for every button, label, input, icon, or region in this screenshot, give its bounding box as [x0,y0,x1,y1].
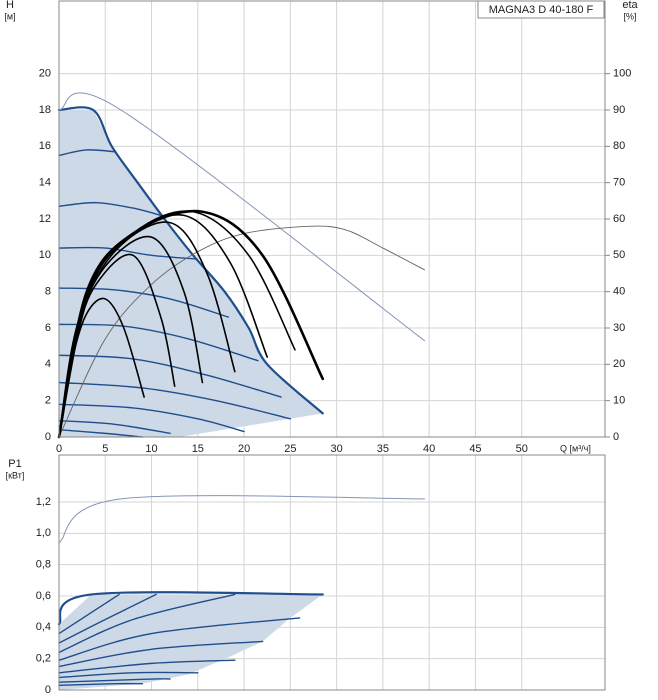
y2-tick-label: 80 [613,140,625,152]
curve [58,381,292,420]
x-tick-label: 45 [469,443,481,455]
y-tick-label: 18 [39,104,51,116]
curve [58,246,197,260]
y-tick-label: 6 [45,322,51,334]
y2-tick-label: 50 [613,249,625,261]
y-tick-label: 2 [45,395,51,407]
y-tick-label: 10 [39,249,51,261]
y-label: H [6,0,14,11]
y-tick-label: 1,0 [36,527,51,539]
y2-tick-label: 30 [613,322,625,334]
y2-label-unit: [%] [623,11,636,21]
area [59,110,323,437]
curve [58,593,120,635]
curve [57,209,325,439]
chart-title: MAGNA3 D 40-180 F [489,4,594,16]
plot-frame [58,0,606,438]
y-label-unit: [кВт] [6,470,25,480]
curve [58,221,236,438]
curve [58,149,117,157]
curve [58,429,143,438]
curve [58,671,199,679]
y-tick-label: 0 [45,431,51,443]
curve [58,682,143,686]
y2-tick-label: 90 [613,104,625,116]
curve [58,225,425,438]
curve [57,106,324,415]
y-label: P1 [8,458,21,470]
x-tick-label: 15 [192,443,204,455]
x-tick-label: 35 [377,443,389,455]
curve [58,640,264,668]
y-tick-label: 0 [45,684,51,696]
y2-tick-label: 20 [613,358,625,370]
curve [58,593,236,654]
curve [58,354,282,398]
y2-tick-label: 10 [613,395,625,407]
y-tick-label: 1,2 [36,496,51,508]
curve [58,403,245,433]
area [59,594,323,690]
curve [58,617,301,661]
curve [58,495,426,544]
x-tick-label: 40 [423,443,435,455]
y2-tick-label: 0 [613,431,619,443]
y-tick-label: 8 [45,286,51,298]
curve [58,659,236,674]
curve [58,419,171,435]
y-tick-label: 14 [39,177,51,189]
title-box [477,0,605,19]
y-tick-label: 12 [39,213,51,225]
plot-frame [58,454,606,691]
x-label: Q [м³/ч] [560,443,591,453]
x-tick-label: 25 [284,443,296,455]
y2-tick-label: 60 [613,213,625,225]
y-tick-label: 20 [39,68,51,80]
curve [58,593,157,644]
y2-tick-label: 40 [613,286,625,298]
y2-tick-label: 100 [613,68,631,80]
curve [58,201,162,217]
x-tick-label: 30 [331,443,343,455]
y2-label: eta [622,0,638,11]
y-tick-label: 0,8 [36,559,51,571]
curve [58,92,426,342]
x-tick-label: 20 [238,443,250,455]
curve [58,323,259,362]
x-tick-label: 5 [102,443,108,455]
x-tick-label: 50 [516,443,528,455]
y-tick-label: 0,2 [36,653,51,665]
y-tick-label: 4 [45,358,51,370]
curve [57,591,324,626]
y-tick-label: 0,4 [36,621,51,633]
y-label-unit: [м] [4,11,15,21]
y-tick-label: 16 [39,140,51,152]
y-tick-label: 0,6 [36,590,51,602]
x-tick-label: 10 [145,443,157,455]
y2-tick-label: 70 [613,177,625,189]
x-tick-label: 0 [56,443,62,455]
curve [58,678,171,683]
